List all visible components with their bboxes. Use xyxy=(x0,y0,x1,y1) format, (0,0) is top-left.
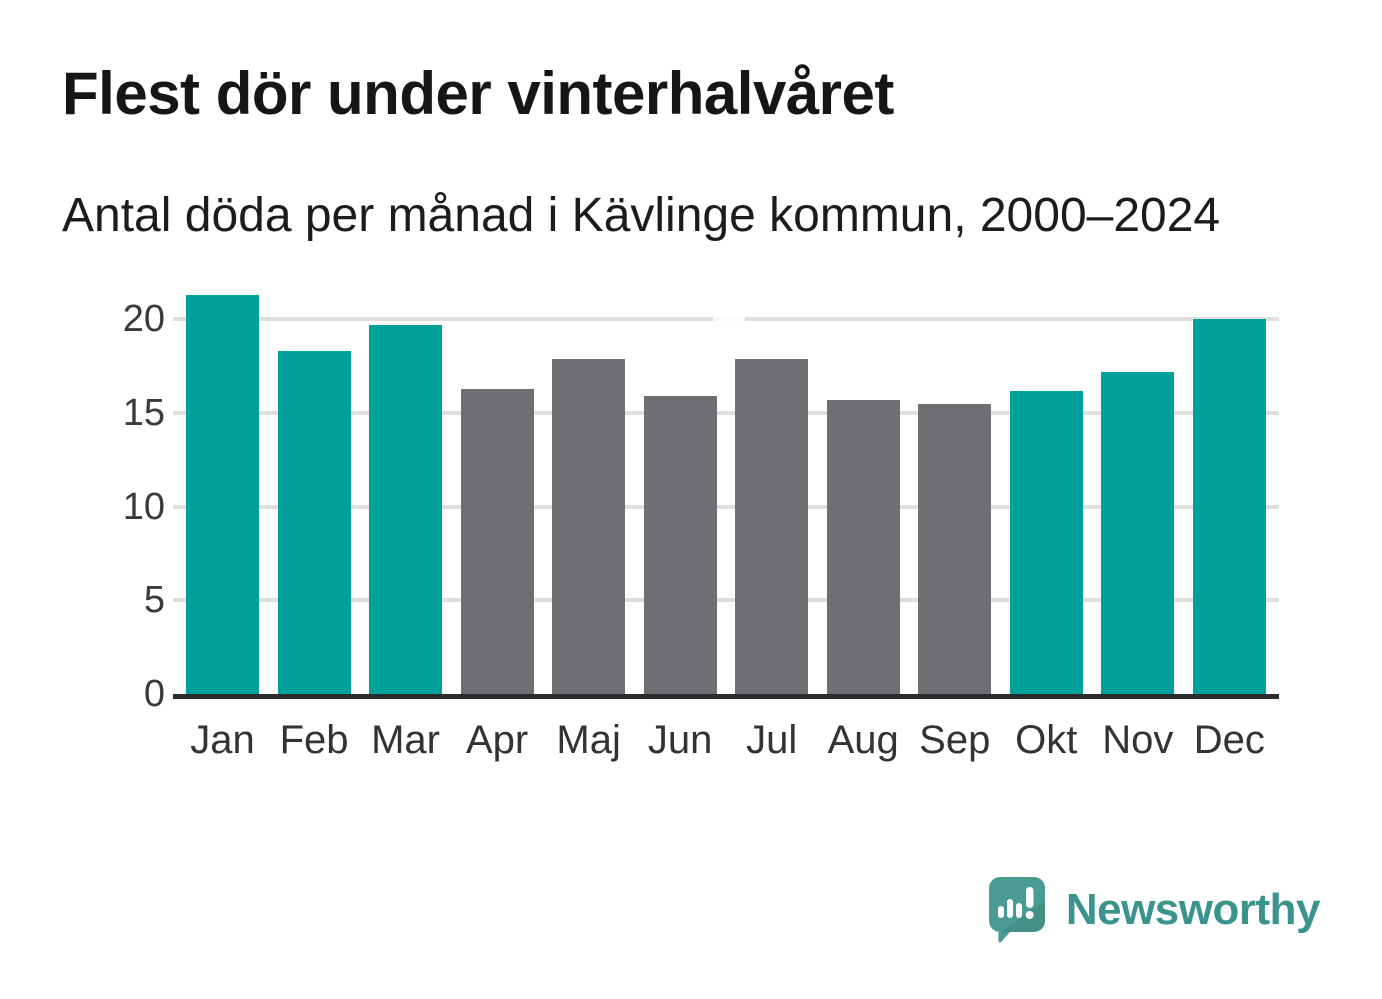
x-tick-label-apr: Apr xyxy=(465,718,529,762)
x-tick-label-maj: Maj xyxy=(556,718,621,762)
bar-dec xyxy=(1192,319,1266,694)
y-tick-label-15: 15 xyxy=(122,391,165,434)
bar-feb xyxy=(277,351,351,694)
x-axis-labels: Jan Feb Mar Apr Maj Jun Jul Aug Sep Okt Nov Dec xyxy=(173,715,1279,765)
brand-name: Newsworthy xyxy=(1065,885,1321,934)
x-tick-label-sep: Sep xyxy=(919,718,991,762)
y-tick-label-5: 5 xyxy=(143,579,165,622)
gridline-5 xyxy=(173,598,1279,603)
y-tick-label-10: 10 xyxy=(122,485,165,528)
chart-title: Flest dör under vinterhalvåret xyxy=(62,60,894,127)
gridline-notch xyxy=(713,316,745,323)
bars-group xyxy=(173,280,1279,694)
x-tick-label-mar: Mar xyxy=(371,718,440,762)
chart-subtitle: Antal döda per månad i Kävlinge kommun, … xyxy=(62,189,1221,242)
bar-chart: 0 5 10 15 20 Jan Feb Mar Apr Maj Jun Jul Aug Sep Okt N… xyxy=(60,280,1280,765)
bar-okt xyxy=(1009,390,1083,694)
x-tick-label-okt: Okt xyxy=(1015,718,1078,762)
x-tick-label-dec: Dec xyxy=(1193,718,1265,762)
x-tick-label-jun: Jun xyxy=(647,718,713,762)
x-tick-label-jul: Jul xyxy=(746,718,798,762)
gridline-10 xyxy=(173,504,1279,509)
bar-apr xyxy=(460,388,534,694)
newsworthy-logo-icon xyxy=(988,877,1045,943)
bar-sep xyxy=(918,403,992,694)
bar-aug xyxy=(826,399,900,694)
x-tick-label-jan: Jan xyxy=(190,718,255,762)
x-tick-label-feb: Feb xyxy=(279,718,349,762)
gridline-15 xyxy=(173,410,1279,415)
bar-jun xyxy=(643,396,717,694)
bar-mar xyxy=(369,324,443,694)
bar-maj xyxy=(552,358,626,694)
x-tick-label-nov: Nov xyxy=(1102,718,1174,762)
brand-footer: Newsworthy xyxy=(988,876,1321,944)
y-axis: 0 5 10 15 20 xyxy=(60,280,173,713)
y-tick-label-0: 0 xyxy=(143,673,165,715)
y-tick-label-20: 20 xyxy=(122,298,165,341)
bar-nov xyxy=(1101,371,1175,694)
plot-area xyxy=(173,280,1279,699)
x-tick-label-aug: Aug xyxy=(827,718,899,762)
bar-jan xyxy=(186,294,259,694)
bar-jul xyxy=(735,358,809,694)
